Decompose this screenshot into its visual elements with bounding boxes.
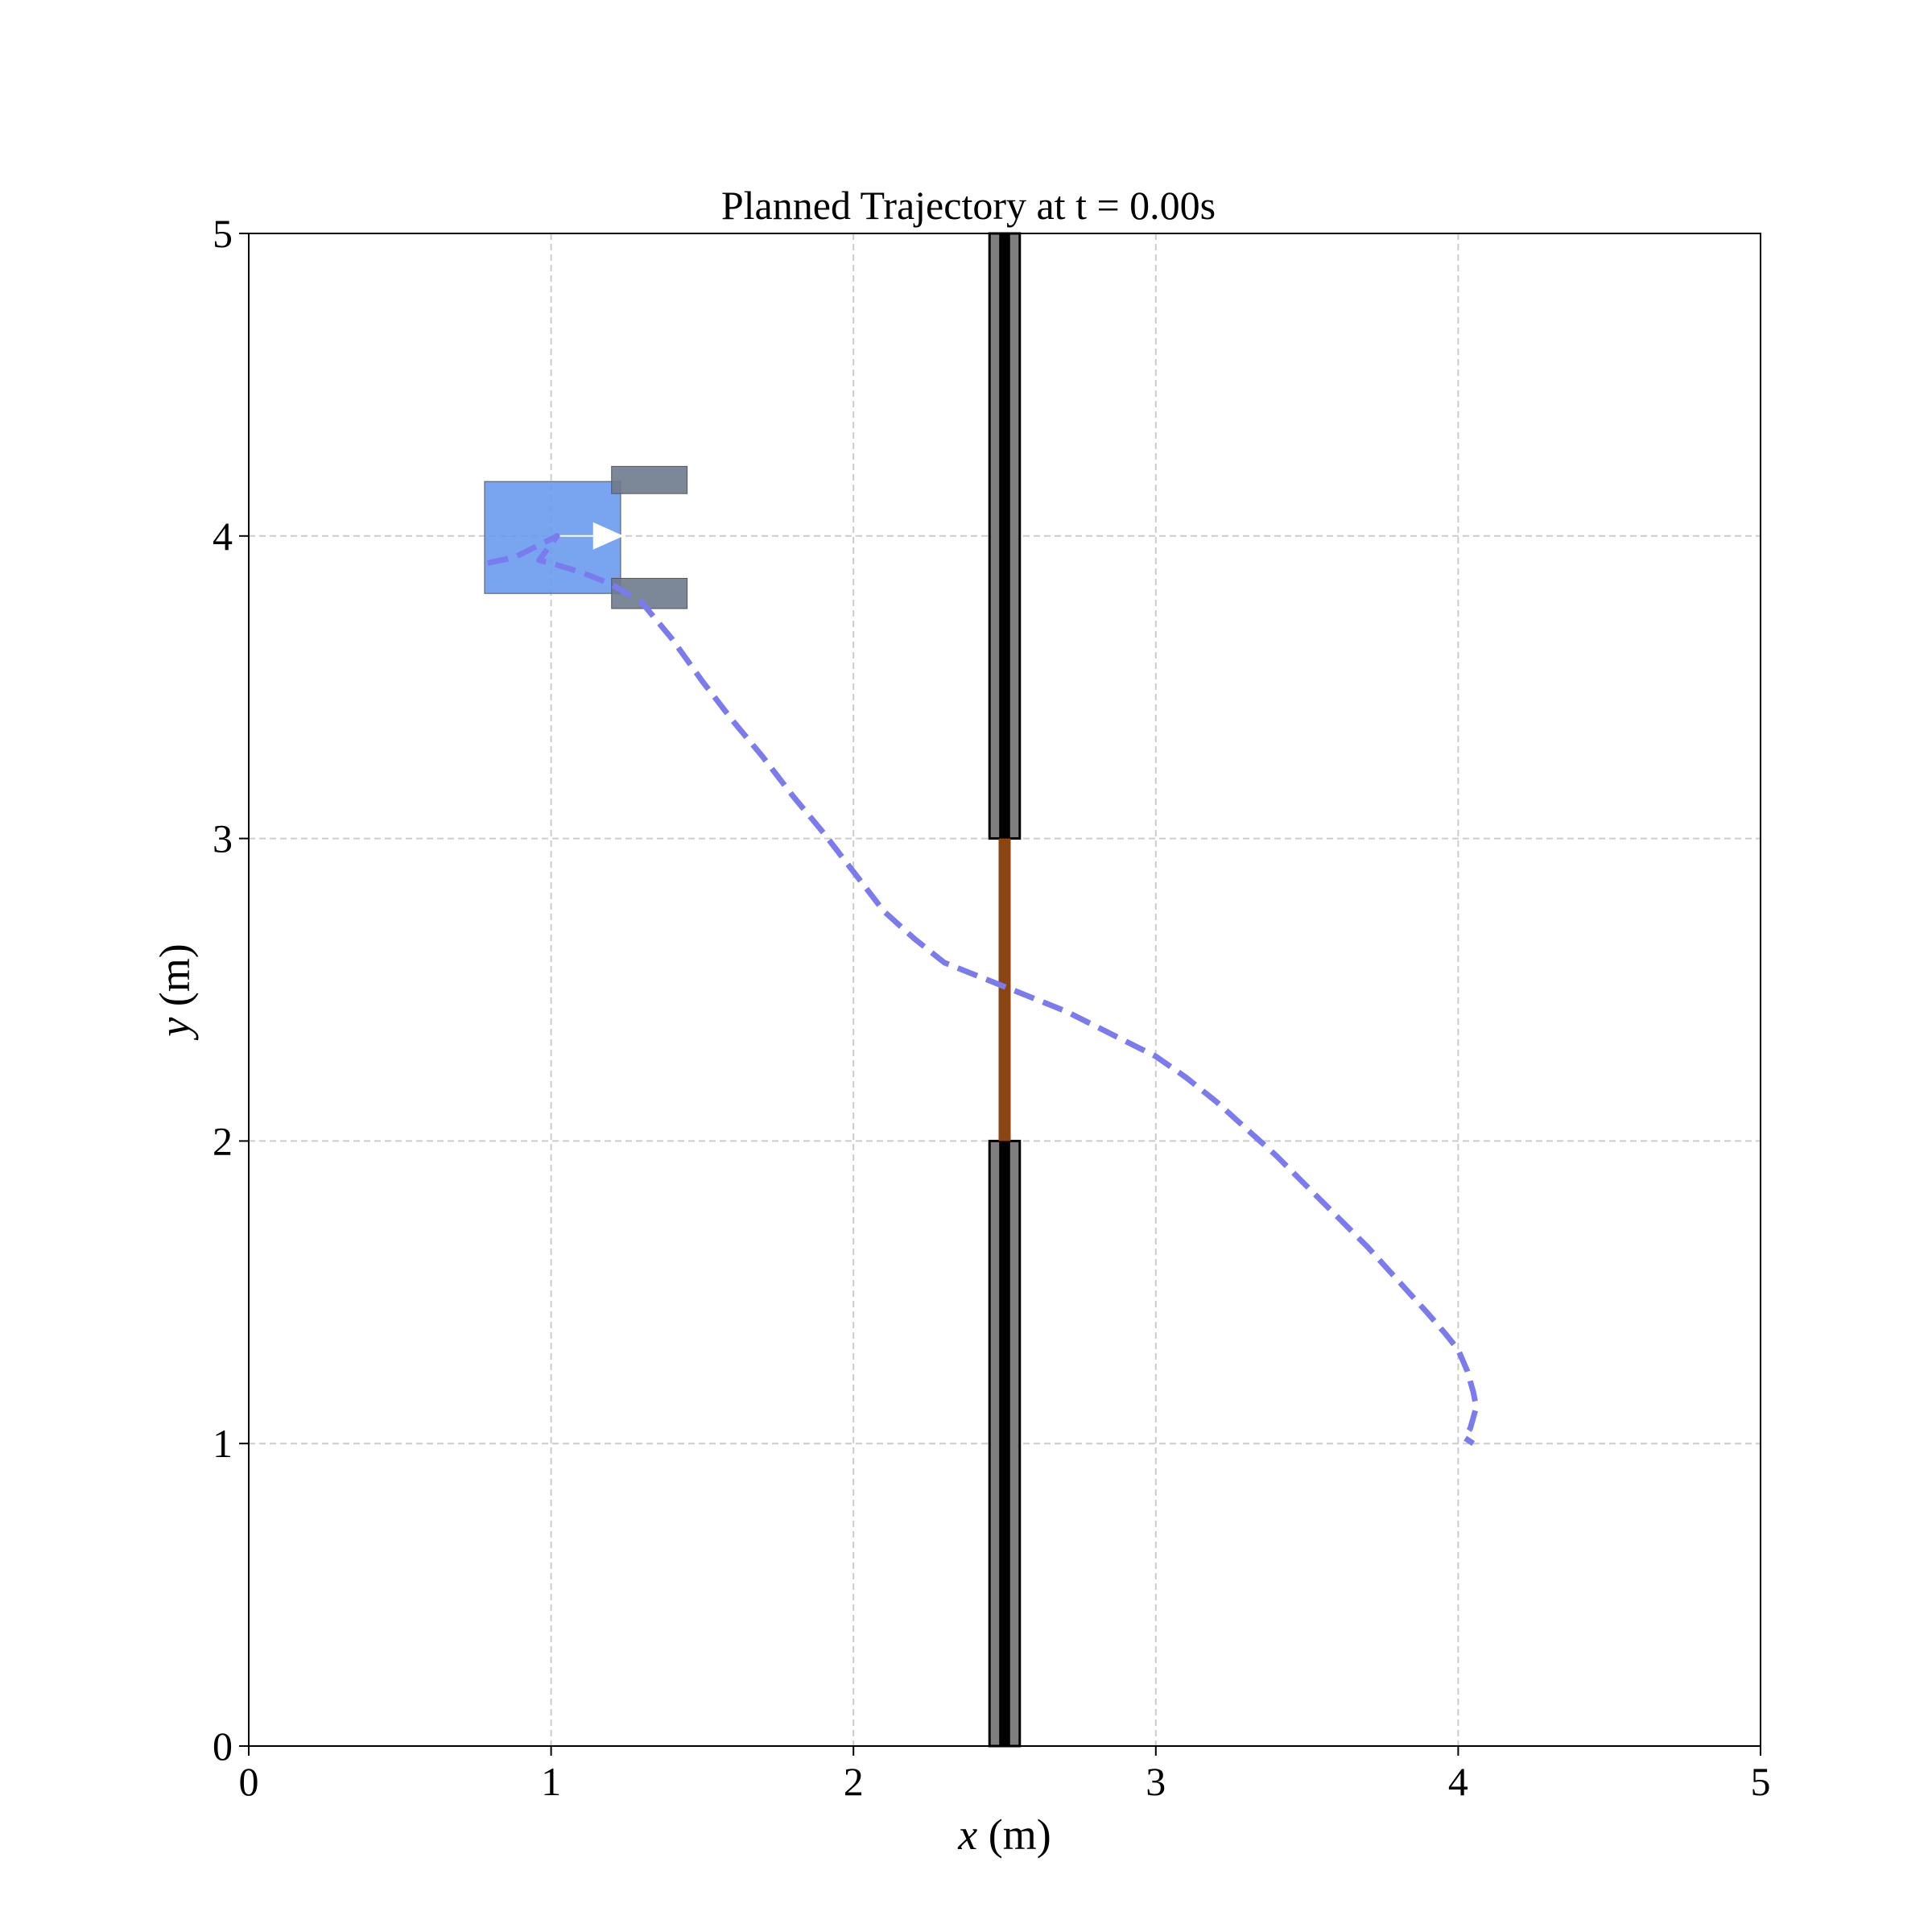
trajectory-series	[486, 533, 1480, 1447]
x-tick-label: 2	[844, 1759, 864, 1804]
robot	[484, 465, 688, 609]
x-axis-label-unit: (m)	[977, 1810, 1051, 1859]
y-tick-label: 2	[213, 1118, 233, 1163]
walls	[988, 232, 1022, 1748]
wall-core	[999, 1141, 1010, 1746]
plot-frame	[248, 233, 1761, 1747]
x-tick-label: 0	[239, 1759, 259, 1804]
x-axis-label: x (m)	[957, 1810, 1051, 1859]
x-axis-label-var: x	[957, 1810, 977, 1859]
trajectory-line	[486, 533, 1480, 1447]
x-tick-label: 4	[1448, 1759, 1468, 1804]
x-tick-label: 1	[541, 1759, 561, 1804]
x-axis-ticks: 0 1 2 3 4 5	[239, 1746, 1771, 1804]
chart-title: Planned Trajectory at t = 0.00s	[721, 183, 1216, 228]
robot-gripper	[611, 465, 688, 494]
y-axis-ticks: 0 1 2 3 4 5	[213, 211, 249, 1769]
y-axis-label: y (m)	[151, 943, 199, 1040]
y-axis-label-unit: (m)	[151, 943, 199, 1017]
y-tick-label: 0	[213, 1724, 233, 1769]
y-tick-label: 3	[213, 816, 233, 861]
wall-core	[999, 233, 1010, 839]
y-axis-label-var: y	[151, 1018, 199, 1041]
y-tick-label: 4	[213, 514, 233, 559]
y-tick-label: 5	[213, 211, 233, 256]
x-tick-label: 3	[1146, 1759, 1166, 1804]
x-tick-label: 5	[1751, 1759, 1771, 1804]
heading-arrow-head	[592, 522, 624, 550]
y-tick-label: 1	[213, 1421, 233, 1466]
